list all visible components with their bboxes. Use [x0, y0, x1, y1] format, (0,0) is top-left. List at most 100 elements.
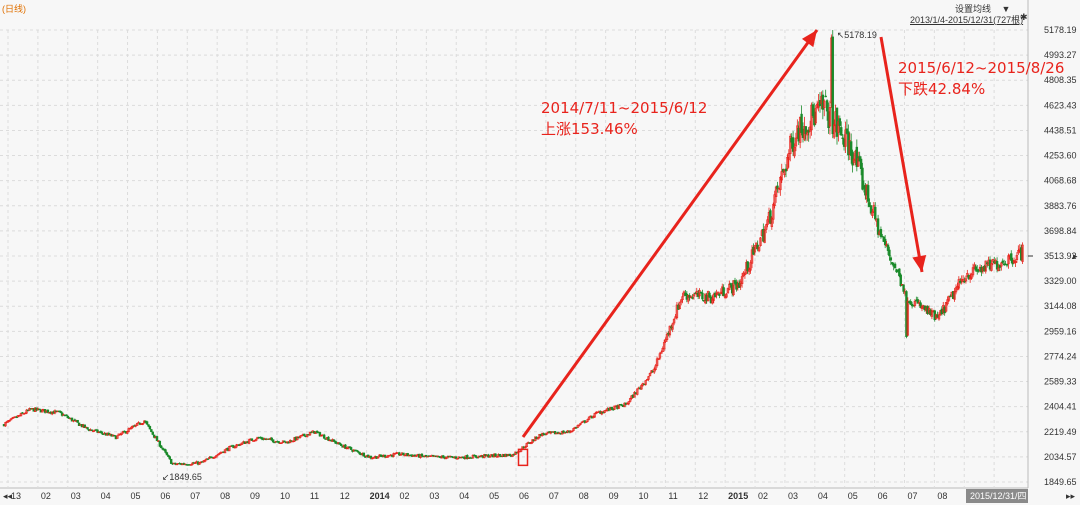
pin-icon[interactable]: ✱	[1020, 12, 1028, 22]
fall-pct-annotation: 下跌42.84%	[898, 80, 986, 98]
candle-body	[334, 440, 337, 444]
candle-body	[49, 411, 52, 414]
candle-body	[681, 296, 684, 301]
candle-body	[318, 432, 322, 437]
x-tick-label: 10	[639, 491, 649, 501]
candle-body	[770, 217, 774, 227]
candle-body	[638, 387, 642, 389]
x-tick-label: 04	[818, 491, 828, 501]
candle-body	[59, 411, 62, 413]
candle-body	[627, 401, 630, 405]
candle-body	[228, 446, 231, 452]
candle-body	[474, 455, 477, 458]
candle-body	[155, 436, 159, 442]
candle-body	[764, 224, 768, 230]
candle-body	[705, 294, 708, 302]
candle-body	[90, 429, 94, 431]
candle-body	[946, 299, 949, 305]
candle-body	[876, 218, 880, 235]
candle-body	[964, 278, 968, 282]
candle-body	[801, 128, 805, 138]
candle-body	[784, 168, 788, 172]
x-tick-label: 11	[668, 491, 677, 501]
candle-body	[658, 353, 662, 359]
candle-body	[933, 310, 936, 320]
set-ma-button[interactable]: 设置均线 ▼	[955, 2, 1010, 15]
candle-body	[742, 272, 745, 277]
candle-body	[39, 409, 43, 413]
candle-body	[712, 294, 715, 301]
candle-body	[1011, 259, 1014, 265]
date-range-label[interactable]: 2013/1/4-2015/12/31(727根)	[910, 15, 1024, 25]
candle-body	[660, 351, 663, 354]
candle-body	[376, 456, 380, 459]
candle-body	[937, 314, 941, 320]
y-tick-label: 2034.57	[1044, 452, 1077, 462]
candle-body	[66, 415, 69, 419]
candle-body	[206, 458, 210, 460]
y-tick-label: 4068.68	[1044, 176, 1077, 186]
candle-body	[283, 440, 286, 443]
candle-body	[956, 286, 959, 290]
candle-body	[898, 268, 901, 277]
y-tick-label: 1849.65	[1044, 477, 1077, 487]
candle-body	[2, 424, 6, 427]
candle-body	[696, 292, 700, 297]
candle-body	[793, 147, 796, 157]
start-highlight-box	[517, 448, 529, 467]
candle-body	[616, 405, 619, 410]
candle-body	[315, 430, 319, 433]
candle-body	[215, 455, 218, 458]
candle-body	[402, 452, 405, 456]
y-tick-label: 3698.84	[1044, 226, 1077, 236]
candle-body	[587, 416, 591, 420]
x-tick-label: 03	[429, 491, 439, 501]
candle-body	[699, 291, 703, 294]
candle-body	[951, 291, 955, 300]
candle-body	[303, 433, 306, 437]
x-tick-label: 08	[579, 491, 589, 501]
candle-body	[294, 436, 298, 441]
candle-body	[709, 296, 713, 304]
candle-body	[730, 285, 734, 294]
candle-body	[750, 249, 754, 264]
candle-body	[837, 121, 840, 133]
candle-body	[905, 291, 908, 337]
candle-body	[995, 261, 999, 270]
candle-body	[349, 447, 353, 450]
candle-body	[970, 274, 973, 279]
candle-body	[525, 443, 528, 447]
candle-body	[610, 406, 613, 410]
candle-body	[1015, 255, 1019, 261]
candle-body	[505, 454, 509, 457]
candle-body	[864, 184, 867, 196]
scroll-right-icon[interactable]: ▸▸	[1066, 491, 1076, 501]
candle-body	[298, 435, 302, 439]
candle-body	[930, 310, 934, 317]
candle-body	[661, 348, 664, 352]
candle-body	[708, 292, 711, 298]
candle-body	[842, 138, 846, 147]
candle-body	[222, 451, 225, 453]
candle-body	[974, 266, 978, 271]
candle-body	[213, 456, 217, 459]
candle-body	[825, 100, 829, 112]
candle-body	[804, 126, 808, 135]
candle-body	[24, 412, 27, 415]
candle-body	[148, 426, 152, 430]
candle-body	[262, 438, 265, 440]
candle-body	[827, 111, 830, 129]
candle-body	[545, 432, 548, 435]
candle-body	[246, 441, 249, 444]
candle-body	[824, 95, 827, 98]
x-tick-label: 04	[459, 491, 469, 501]
candle-body	[539, 433, 543, 437]
candle-body	[844, 129, 847, 147]
candle-body	[313, 430, 316, 434]
y-tick-label: 3329.00	[1044, 276, 1077, 286]
candle-body	[330, 439, 333, 442]
candle-body	[838, 118, 842, 126]
scroll-left-icon[interactable]: ◂◂	[3, 491, 13, 501]
candle-body	[886, 244, 890, 251]
